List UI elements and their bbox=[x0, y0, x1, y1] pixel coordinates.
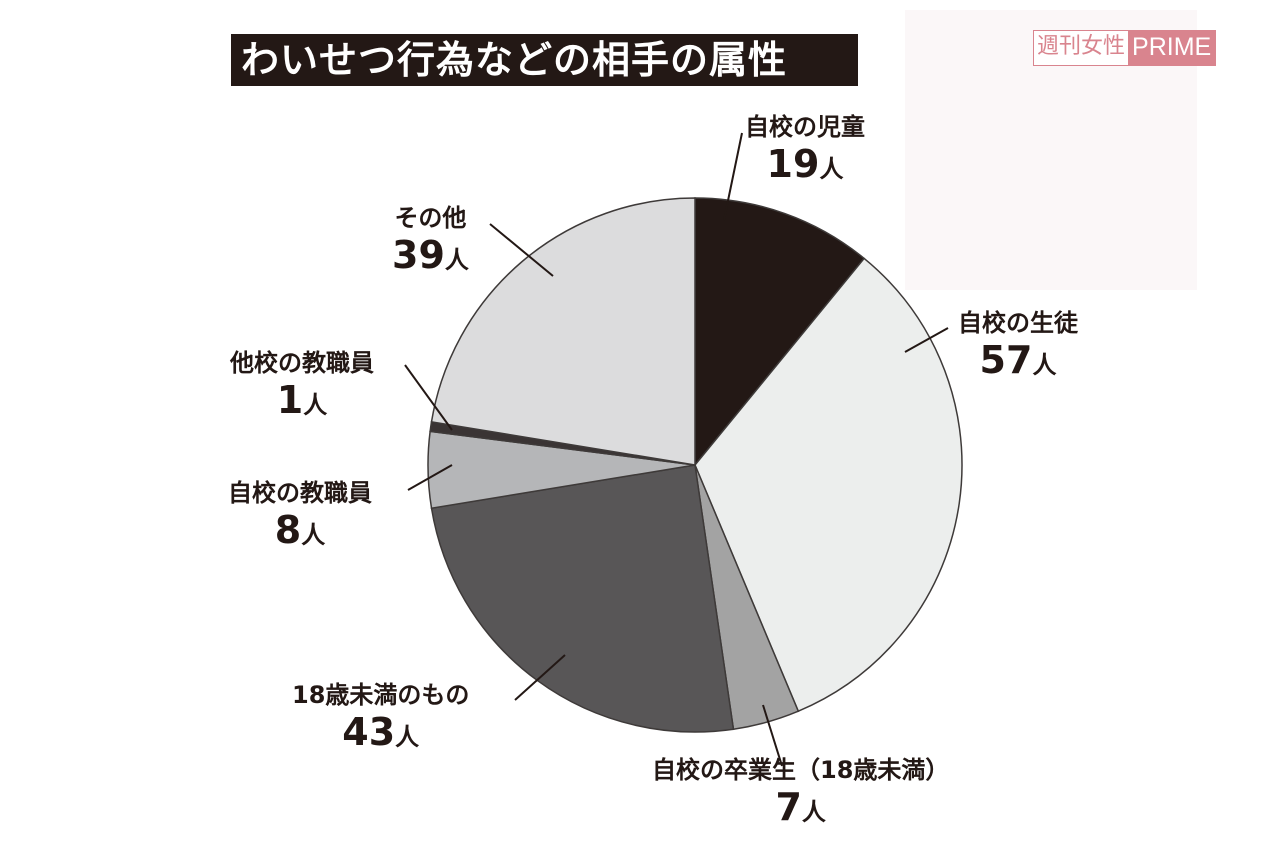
brand-logo: 週刊女性 PRIME bbox=[1033, 30, 1217, 66]
label-count: 57人 bbox=[979, 338, 1057, 382]
leader-line-takou-kyoshokuin bbox=[404, 364, 453, 431]
leader-line-sonota bbox=[489, 223, 554, 277]
label-count: 43人 bbox=[342, 710, 420, 754]
chart-title: わいせつ行為などの相手の属性 bbox=[231, 34, 858, 86]
label-count: 19人 bbox=[766, 142, 844, 186]
pie-slice bbox=[694, 197, 866, 468]
label-sotsugyousei: 自校の卒業生（18歳未満） 7人 bbox=[652, 755, 949, 834]
leader-line-seito bbox=[904, 327, 949, 353]
leader-lines bbox=[404, 132, 949, 767]
label-18sai-miman: 18歳未満のもの 43人 bbox=[292, 680, 469, 759]
pie-slice bbox=[430, 197, 696, 466]
label-seito: 自校の生徒 57人 bbox=[958, 308, 1078, 387]
label-name: 自校の卒業生（18歳未満） bbox=[652, 756, 950, 784]
logo-jp-text: 週刊女性 bbox=[1034, 31, 1129, 65]
label-name: 18歳未満のもの bbox=[292, 681, 470, 709]
label-takou-kyoshokuin: 他校の教職員 1人 bbox=[230, 348, 374, 427]
label-name: 他校の教職員 bbox=[230, 349, 374, 377]
label-name: 自校の教職員 bbox=[228, 479, 372, 507]
logo-en-text: PRIME bbox=[1128, 31, 1216, 65]
leader-line-jikou-kyoshokuin bbox=[407, 464, 453, 491]
label-count: 7人 bbox=[775, 785, 826, 829]
label-jidou: 自校の児童 19人 bbox=[745, 112, 865, 191]
label-name: その他 bbox=[394, 204, 467, 232]
leader-line-sotsugyousei bbox=[762, 704, 783, 767]
label-count: 1人 bbox=[276, 378, 328, 422]
label-count: 39人 bbox=[392, 233, 469, 277]
label-name: 自校の生徒 bbox=[958, 309, 1078, 337]
leader-line-jidou bbox=[723, 132, 743, 221]
leader-line-18sai bbox=[514, 654, 566, 701]
pie-slices bbox=[427, 197, 963, 733]
pie-slice bbox=[694, 257, 963, 713]
label-sonota: その他 39人 bbox=[392, 203, 469, 282]
label-count: 8人 bbox=[274, 508, 326, 552]
label-jikou-kyoshokuin: 自校の教職員 8人 bbox=[228, 478, 372, 557]
label-name: 自校の児童 bbox=[745, 113, 865, 141]
pie-slice bbox=[430, 464, 735, 733]
